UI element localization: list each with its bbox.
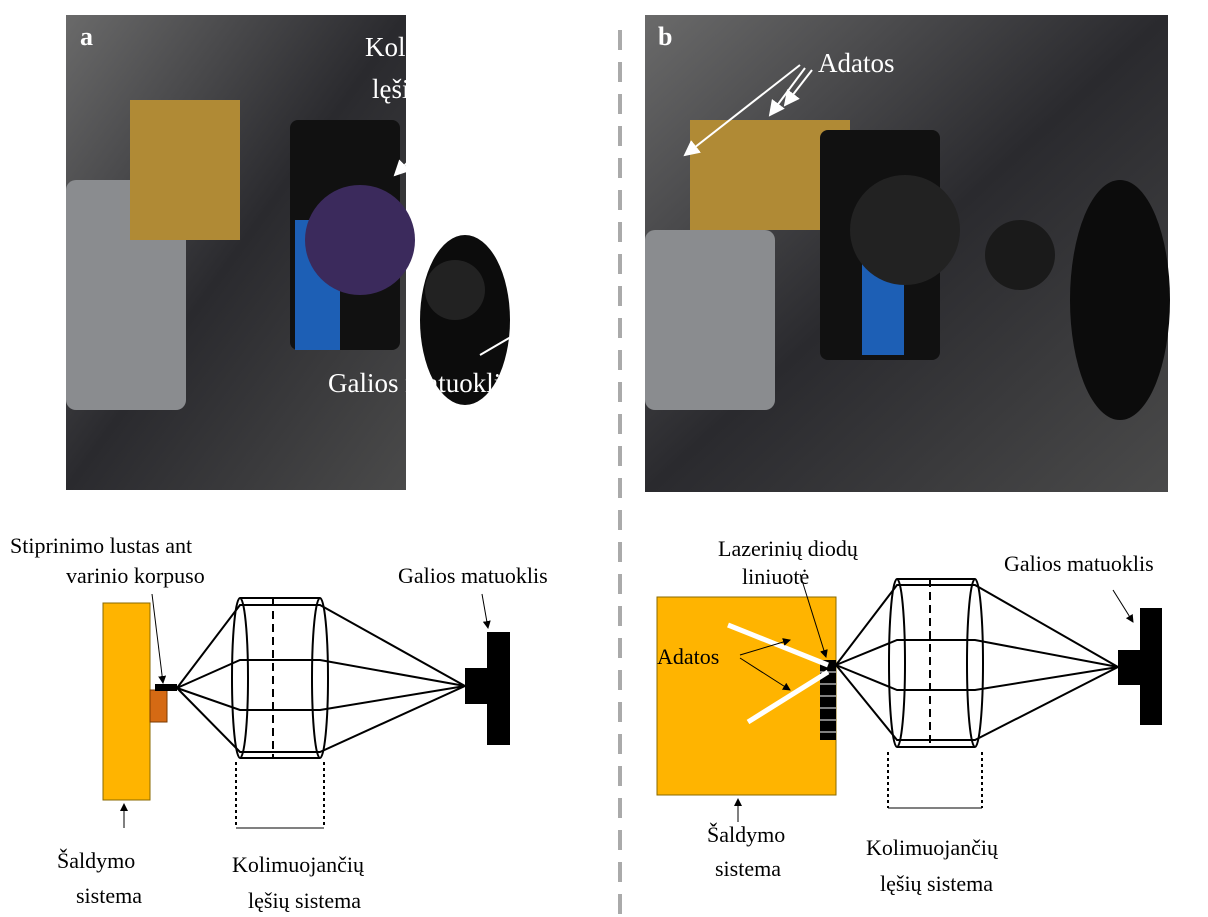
bar-label: Lazerinių diodų	[718, 536, 859, 561]
meter-label: Galios matuoklis	[1004, 551, 1154, 576]
panel-letter: b	[658, 22, 672, 51]
cooling-label: Šaldymo	[707, 822, 785, 847]
cooling-label: sistema	[715, 856, 781, 881]
lens-label: Kolimuojančių	[232, 852, 365, 877]
lens-label: Kolimuojančių	[365, 32, 527, 62]
cooling-label: sistema	[76, 883, 142, 908]
chip-label: Stiprinimo lustas ant	[10, 533, 192, 558]
photo-a: a Kolimuojančių lęšių sistema Galios mat…	[66, 15, 540, 490]
panel-letter: a	[80, 22, 93, 51]
diagram-a: Stiprinimo lustas ant varinio korpuso Ga…	[10, 533, 548, 913]
needles-label: Adatos	[818, 48, 895, 78]
lens-label: Kolimuojančių	[866, 835, 999, 860]
meter-label: Galios matuoklis	[328, 368, 512, 398]
needles-label: Adatos	[657, 644, 719, 669]
chip-label: varinio korpuso	[66, 563, 205, 588]
figure: a Kolimuojančių lęšių sistema Galios mat…	[0, 0, 1208, 917]
diagram-b: Lazerinių diodų liniuotė Adatos Galios m…	[657, 536, 1162, 896]
photo-b: b Adatos	[645, 15, 1170, 492]
lens-label: lęšių sistema	[372, 74, 511, 104]
bar-label: liniuotė	[742, 564, 809, 589]
lens-label: lęšių sistema	[880, 871, 993, 896]
cooling-label: Šaldymo	[57, 848, 135, 873]
lens-label: lęšių sistema	[248, 888, 361, 913]
meter-label: Galios matuoklis	[398, 563, 548, 588]
